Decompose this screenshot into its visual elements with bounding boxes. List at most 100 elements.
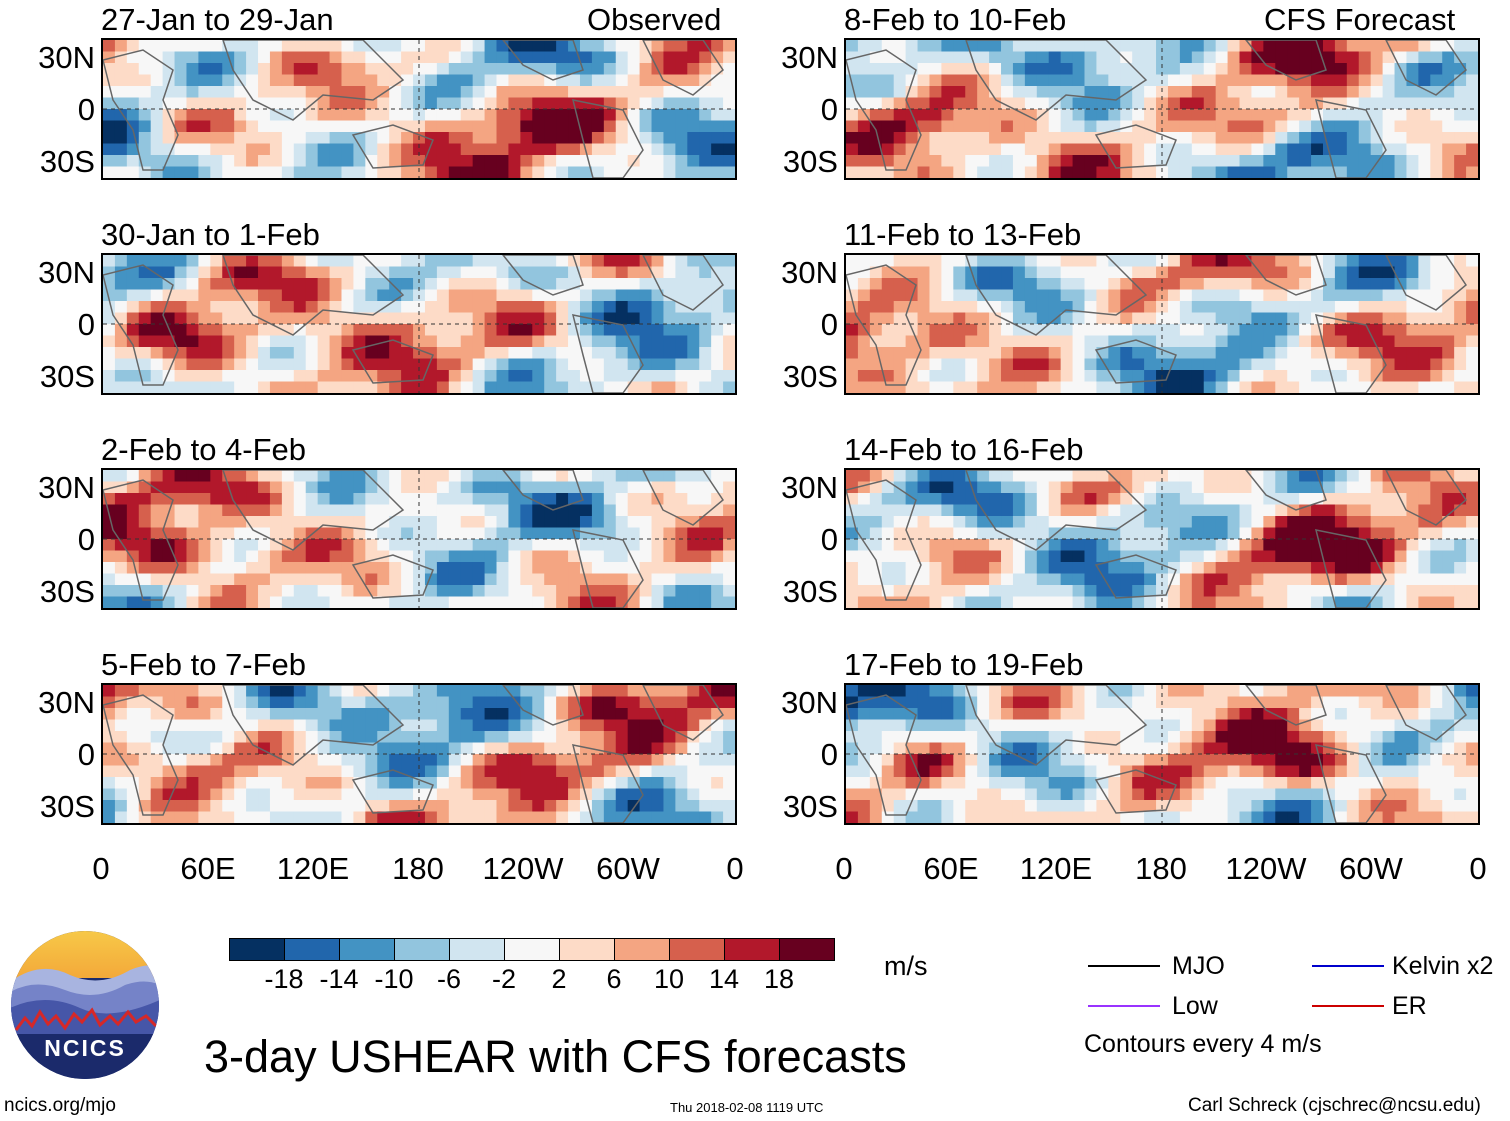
coastline: [846, 479, 922, 601]
legend-line-er: [1312, 1005, 1384, 1007]
shear-field: [103, 255, 735, 393]
shear-map-panel: [101, 253, 737, 395]
shear-map-panel: [844, 468, 1480, 610]
colorbar-swatch: [724, 938, 780, 961]
x-tick-label: 120E: [1019, 851, 1093, 886]
coastline: [642, 470, 724, 526]
colorbar-swatch: [284, 938, 340, 961]
colorbar-label: -14: [319, 964, 359, 994]
units-label: m/s: [884, 951, 928, 981]
coastline: [222, 255, 405, 336]
shear-map-panel: [101, 38, 737, 180]
y-tick-label: 0: [77, 522, 95, 557]
coastline: [502, 40, 584, 81]
y-tick-label: 30S: [782, 789, 838, 824]
coastline: [1245, 40, 1327, 81]
coastline: [846, 49, 922, 171]
y-tick-label: 0: [77, 307, 95, 342]
footer-timestamp: Thu 2018-02-08 1119 UTC: [670, 1100, 824, 1115]
y-tick-label: 0: [77, 737, 95, 772]
x-tick-label: 120W: [482, 851, 564, 886]
coastline: [222, 470, 405, 551]
coastline: [103, 479, 179, 601]
coastline: [1314, 529, 1387, 608]
y-tick-label: 0: [820, 522, 838, 557]
colorbar-swatch: [559, 938, 615, 961]
y-tick-label: 30N: [38, 685, 95, 720]
ncics-logo-graphic: NCICS: [11, 931, 159, 1079]
panel-title: 27-Jan to 29-Jan: [101, 2, 334, 37]
coastline: [1094, 554, 1177, 599]
coastline: [642, 685, 724, 741]
y-tick-label: 0: [820, 92, 838, 127]
footer-site: ncics.org/mjo: [4, 1095, 116, 1116]
y-tick-label: 30S: [39, 789, 95, 824]
coastline: [1314, 99, 1387, 178]
logo-text: NCICS: [44, 1035, 126, 1061]
y-tick-label: 30N: [781, 255, 838, 290]
shear-map-panel: [101, 683, 737, 825]
colorbar-label: 6: [606, 964, 622, 994]
legend-label: Low: [1172, 992, 1218, 1020]
chart-title: 3-day USHEAR with CFS forecasts: [204, 1031, 907, 1082]
colorbar-swatch: [504, 938, 560, 961]
panel-title: 30-Jan to 1-Feb: [101, 217, 320, 252]
coastline: [351, 339, 434, 384]
coastline: [222, 685, 405, 766]
y-tick-label: 0: [77, 92, 95, 127]
coastline: [571, 529, 644, 608]
y-tick-label: 30S: [782, 574, 838, 609]
panel-title: 5-Feb to 7-Feb: [101, 647, 307, 682]
coastline: [965, 40, 1148, 121]
legend-line-mjo: [1088, 965, 1160, 967]
coastline: [1094, 339, 1177, 384]
coastline: [642, 40, 724, 96]
x-tick-label: 60W: [1339, 851, 1403, 886]
shear-field: [846, 255, 1478, 393]
colorbar-label: -2: [491, 964, 517, 994]
panel-title: 8-Feb to 10-Feb: [844, 2, 1067, 37]
coastline: [1385, 470, 1467, 526]
colorbar-swatch: [779, 938, 835, 961]
x-tick-label: 0: [92, 851, 110, 886]
x-tick-label: 0: [835, 851, 853, 886]
observed-label: Observed: [587, 2, 722, 37]
y-tick-label: 30S: [782, 359, 838, 394]
coastline: [1245, 470, 1327, 511]
coastline: [502, 685, 584, 726]
coastline: [965, 470, 1148, 551]
forecast-label: CFS Forecast: [1264, 2, 1456, 37]
panel-title: 2-Feb to 4-Feb: [101, 432, 307, 467]
coastline: [222, 40, 405, 121]
y-tick-label: 30N: [781, 40, 838, 75]
shear-map-panel: [101, 468, 737, 610]
legend-label: MJO: [1172, 952, 1225, 980]
coastline: [1385, 40, 1467, 96]
legend-label: ER: [1392, 992, 1427, 1020]
shear-field: [103, 470, 735, 608]
coastline: [1385, 685, 1467, 741]
y-tick-label: 30N: [38, 470, 95, 505]
coastline: [502, 255, 584, 296]
coastline: [1245, 255, 1327, 296]
coastline: [502, 470, 584, 511]
x-tick-label: 60E: [180, 851, 236, 886]
y-tick-label: 0: [820, 737, 838, 772]
legend-label: Kelvin x2: [1392, 952, 1494, 980]
colorbar-swatch: [229, 938, 285, 961]
y-tick-label: 30S: [782, 144, 838, 179]
x-tick-label: 120E: [276, 851, 350, 886]
panel-title: 14-Feb to 16-Feb: [844, 432, 1084, 467]
coastline: [1094, 769, 1177, 814]
coastline: [351, 554, 434, 599]
colorbar-swatch: [669, 938, 725, 961]
y-tick-label: 0: [820, 307, 838, 342]
coastline: [846, 694, 922, 816]
coastline: [571, 744, 644, 823]
legend-line-low: [1088, 1005, 1160, 1007]
panel-title: 17-Feb to 19-Feb: [844, 647, 1084, 682]
panel-title: 11-Feb to 13-Feb: [844, 217, 1082, 252]
x-tick-label: 180: [392, 851, 444, 886]
coastline: [351, 124, 434, 169]
colorbar-label: -6: [436, 964, 462, 994]
